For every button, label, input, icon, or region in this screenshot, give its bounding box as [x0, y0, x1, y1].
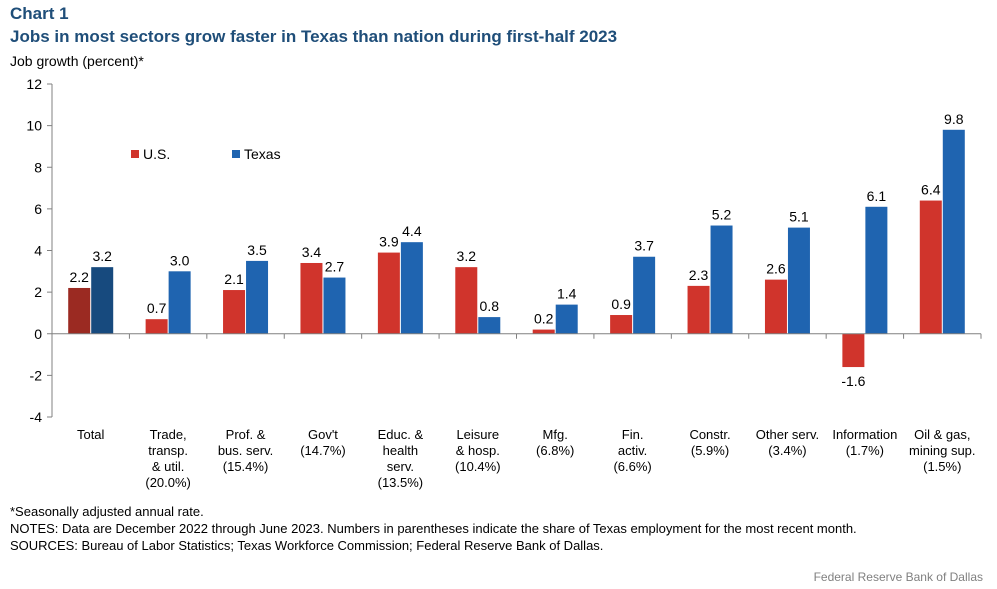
x-category-label: Gov't (14.7%) [300, 427, 346, 458]
data-label: 3.7 [634, 238, 654, 254]
bar-us [377, 252, 400, 334]
x-category-label: Prof. & bus. serv. (15.4%) [217, 427, 274, 474]
legend-texas-label: Texas [244, 146, 281, 162]
bar-texas [865, 206, 888, 334]
bar-us [919, 200, 942, 334]
bar-texas [710, 225, 733, 334]
source-credit: Federal Reserve Bank of Dallas [813, 570, 983, 584]
notes-text: NOTES: Data are December 2022 through Ju… [10, 521, 857, 536]
bar-texas [478, 317, 501, 334]
data-label: 3.9 [379, 234, 399, 250]
y-tick-label: 0 [34, 326, 42, 342]
x-category-label: Fin. activ. (6.6%) [613, 427, 652, 474]
y-tick-label: 10 [26, 118, 42, 134]
legend-us-swatch [131, 150, 139, 158]
bar-texas [168, 271, 191, 334]
x-category-label: Leisure & hosp. (10.4%) [455, 427, 501, 474]
chart-label: Chart 1 [10, 4, 69, 23]
bar-us [610, 315, 633, 334]
data-label: 2.7 [325, 259, 345, 275]
data-label: 3.0 [170, 252, 190, 268]
footnote: *Seasonally adjusted annual rate. [10, 504, 204, 519]
bar-texas [246, 260, 269, 334]
data-label: 1.4 [557, 286, 577, 302]
data-label: 0.7 [147, 300, 167, 316]
x-category-label: Other serv. (3.4%) [755, 427, 820, 458]
data-label: 2.2 [69, 269, 89, 285]
bar-texas [323, 277, 346, 334]
bar-us [68, 287, 91, 334]
data-label: 0.9 [611, 296, 631, 312]
bar-us [842, 333, 865, 368]
chart-title: Jobs in most sectors grow faster in Texa… [10, 27, 618, 46]
bar-texas [400, 242, 423, 334]
bar-us [145, 319, 168, 334]
bar-texas [942, 129, 965, 334]
data-label: 3.4 [302, 244, 322, 260]
data-label: 9.8 [944, 111, 964, 127]
y-axis-label: Job growth (percent)* [10, 53, 144, 69]
data-label: 3.2 [457, 248, 477, 264]
bar-us [300, 262, 323, 334]
data-label: 0.8 [480, 298, 500, 314]
x-category-label: Oil & gas, mining sup. (1.5%) [909, 427, 976, 474]
bar-us [764, 279, 787, 334]
bar-texas [633, 256, 656, 334]
bar-texas [91, 267, 114, 334]
x-category-label: Mfg. (6.8%) [536, 427, 575, 458]
data-label: 5.1 [789, 209, 809, 225]
bar-us [532, 329, 555, 334]
y-tick-label: 8 [34, 159, 42, 175]
data-label: 6.1 [867, 188, 887, 204]
x-category-label: Constr. (5.9%) [689, 427, 731, 458]
data-label: 4.4 [402, 223, 422, 239]
data-label: -1.6 [841, 373, 865, 389]
data-label: 5.2 [712, 207, 732, 223]
y-tick-label: -4 [30, 409, 43, 425]
bar-us [687, 285, 710, 334]
y-tick-label: -2 [30, 367, 43, 383]
x-category-label: Total [76, 427, 105, 442]
y-tick-label: 6 [34, 201, 42, 217]
data-label: 2.1 [224, 271, 244, 287]
data-label: 3.2 [92, 248, 112, 264]
y-tick-label: 2 [34, 284, 42, 300]
chart-notes: *Seasonally adjusted annual rate. NOTES:… [10, 503, 857, 554]
sources-text: SOURCES: Bureau of Labor Statistics; Tex… [10, 538, 604, 553]
data-label: 2.3 [689, 267, 709, 283]
bar-us [455, 267, 478, 334]
y-tick-label: 12 [26, 76, 42, 92]
bar-us [223, 290, 246, 334]
data-label: 2.6 [766, 261, 786, 277]
data-label: 6.4 [921, 182, 941, 198]
x-category-label: Trade, transp. & util. (20.0%) [145, 427, 191, 490]
x-category-label: Educ. & health serv. (13.5%) [377, 427, 424, 490]
data-label: 3.5 [247, 242, 267, 258]
data-label: 0.2 [534, 311, 554, 327]
bar-texas [555, 304, 578, 334]
y-tick-label: 4 [34, 243, 42, 259]
legend-texas-swatch [232, 150, 240, 158]
x-category-label: Information (1.7%) [832, 427, 898, 458]
legend-us-label: U.S. [143, 146, 170, 162]
bar-texas [787, 227, 810, 334]
